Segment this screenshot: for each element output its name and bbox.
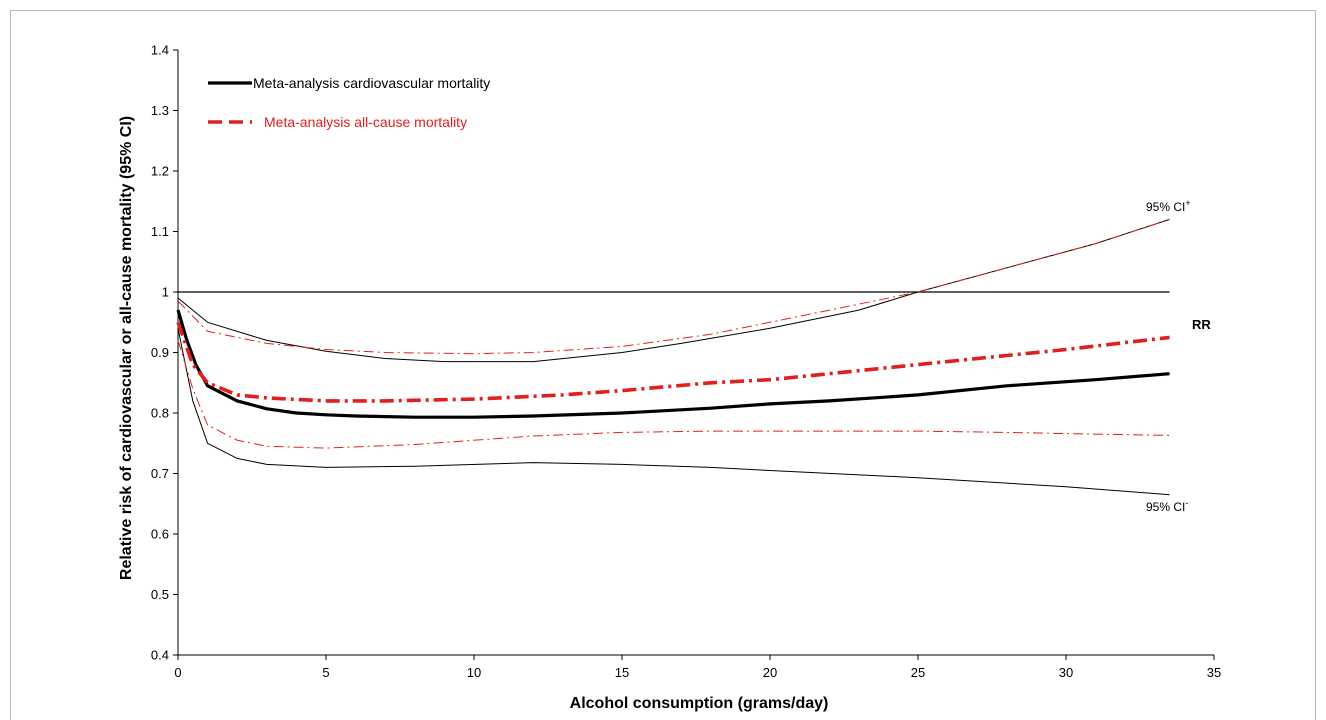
y-tick-label: 0.8 [151, 406, 169, 421]
chart-legend: Meta-analysis cardiovascular mortality M… [208, 75, 490, 130]
annotation-ci-lower-sup: - [1185, 498, 1188, 508]
y-tick-label: 0.4 [151, 648, 169, 663]
x-tick-label: 15 [615, 665, 629, 680]
annotation-rr: RR [1192, 317, 1211, 332]
legend-label-all-cause: Meta-analysis all-cause mortality [264, 114, 467, 130]
annotation-ci-lower: 95% CI- [1146, 498, 1188, 514]
chart-annotations: 95% CI+ RR 95% CI- [1146, 198, 1211, 514]
x-tick-label: 20 [763, 665, 777, 680]
x-tick-label: 0 [174, 665, 181, 680]
chart-frame [10, 10, 1316, 720]
series-line-all-cause-rr [176, 321, 1170, 403]
annotation-ci-upper-sup: + [1185, 198, 1190, 208]
series-line-all-cause-95-ci-lower [177, 340, 1170, 449]
y-tick-label: 1.1 [151, 224, 169, 239]
chart-lines [176, 218, 1170, 496]
y-tick-label: 0.5 [151, 587, 169, 602]
y-tick-label: 1.3 [151, 103, 169, 118]
y-axis-title: Relative risk of cardiovascular or all-c… [118, 116, 135, 580]
chart-axes: 0.4 0.5 0.6 0.7 0.8 0.9 1 1.1 1.2 1.3 1.4 0 5 10 15 20 2… [151, 43, 1221, 681]
series-line-cardiovascular-95-ci-upper [177, 218, 1170, 363]
y-tick-label: 0.9 [151, 345, 169, 360]
annotation-ci-upper: 95% CI+ [1146, 198, 1191, 214]
series-line-all-cause-95-ci-upper [177, 218, 1170, 355]
annotation-ci-upper-text: 95% CI [1146, 200, 1185, 214]
series-line-cardiovascular-rr [176, 309, 1170, 419]
x-tick-label: 10 [467, 665, 481, 680]
x-tick-label: 5 [322, 665, 329, 680]
x-tick-label: 25 [911, 665, 925, 680]
series-line-cardiovascular-95-ci-lower [177, 328, 1170, 496]
x-tick-label: 30 [1059, 665, 1073, 680]
x-axis-title: Alcohol consumption (grams/day) [570, 695, 829, 712]
y-tick-label: 1.4 [151, 43, 169, 58]
y-tick-label: 1 [162, 285, 169, 300]
legend-label-cardiovascular: Meta-analysis cardiovascular mortality [253, 75, 490, 91]
annotation-ci-lower-text: 95% CI [1146, 500, 1185, 514]
y-tick-label: 1.2 [151, 164, 169, 179]
y-tick-label: 0.6 [151, 527, 169, 542]
x-tick-label: 35 [1207, 665, 1221, 680]
y-tick-label: 0.7 [151, 466, 169, 481]
